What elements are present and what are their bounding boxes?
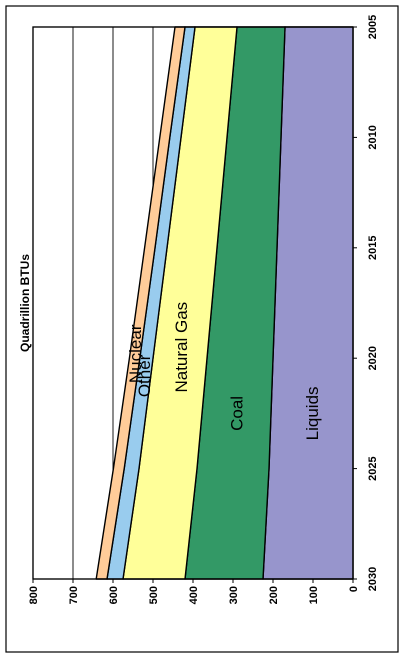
y-axis-title: Quadrillion BTUs: [18, 254, 32, 352]
x-tick-label-2030: 2030: [367, 567, 379, 591]
y-tick-label-800: 800: [28, 586, 40, 604]
y-tick-label-300: 300: [228, 586, 240, 604]
series-label-natural-gas: Natural Gas: [172, 302, 191, 393]
y-tick-label-200: 200: [268, 586, 280, 604]
x-tick-label-2020: 2020: [367, 346, 379, 370]
y-tick-label-0: 0: [348, 586, 360, 592]
x-tick-label-2025: 2025: [367, 456, 379, 480]
x-axis-ticks: 2005 2010 2015 2020 2025 2030: [353, 15, 379, 591]
series-label-liquids: Liquids: [303, 386, 322, 440]
series-label-coal: Coal: [228, 396, 247, 431]
x-tick-label-2015: 2015: [367, 236, 379, 260]
y-tick-label-600: 600: [108, 586, 120, 604]
y-tick-label-500: 500: [148, 586, 160, 604]
stacked-areas: [95, 26, 354, 580]
y-tick-label-100: 100: [308, 586, 320, 604]
y-tick-label-700: 700: [68, 586, 80, 604]
x-tick-label-2010: 2010: [367, 125, 379, 149]
series-label-other: Other: [135, 354, 154, 397]
y-tick-label-400: 400: [188, 586, 200, 604]
x-tick-label-2005: 2005: [367, 15, 379, 39]
series-label-nuclear: Nuclear: [126, 324, 145, 383]
y-axis-ticks: 0 100 200 300 400 500 600 700 800: [28, 579, 360, 604]
